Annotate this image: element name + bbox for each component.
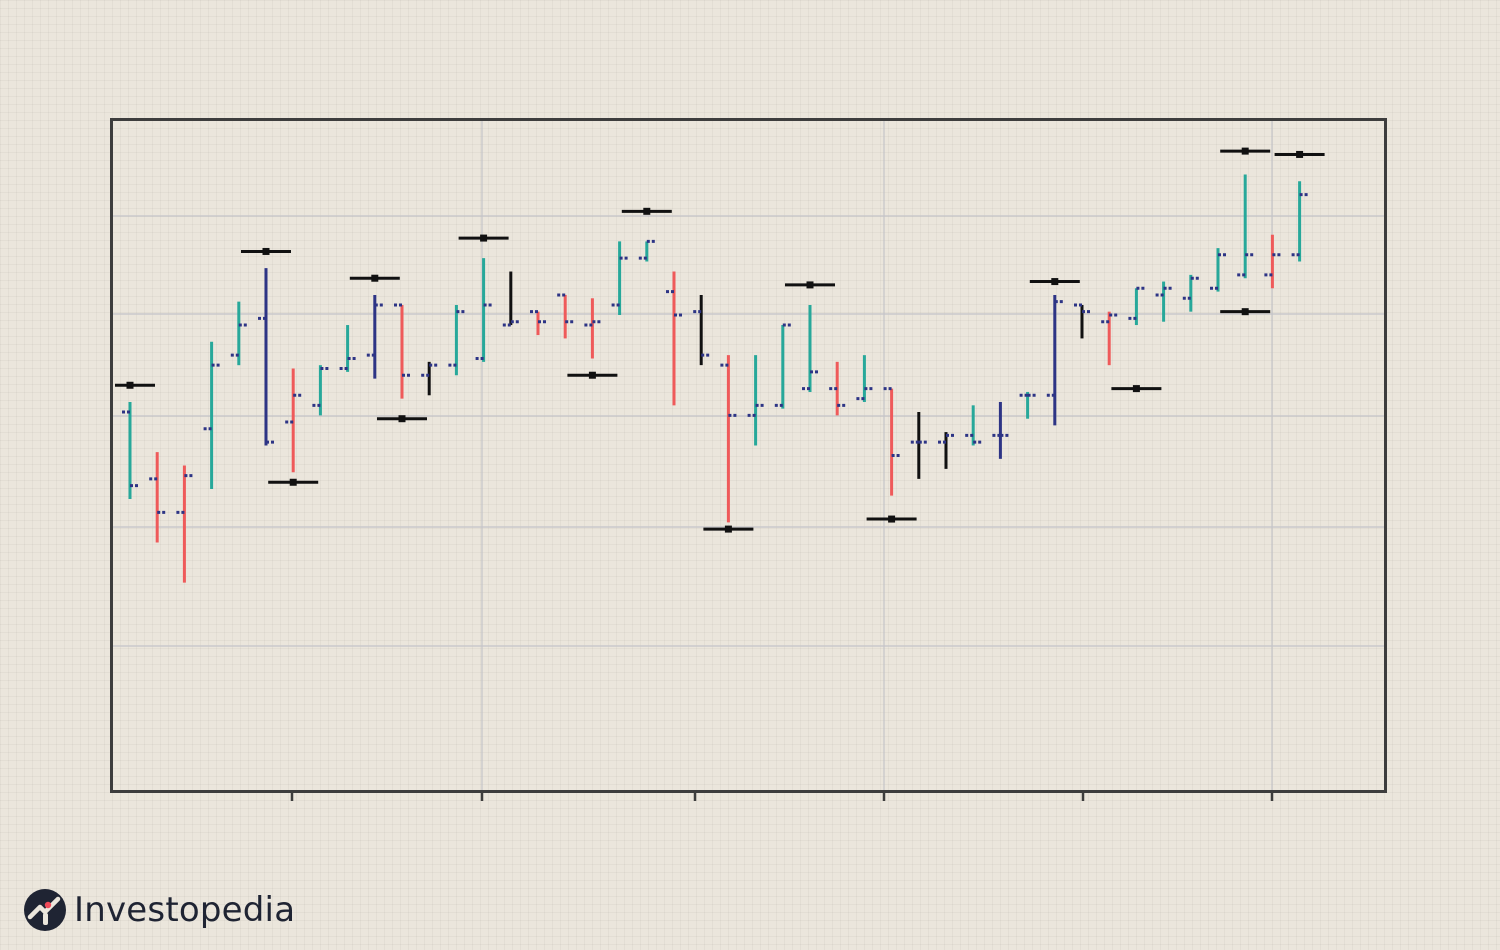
plot-frame bbox=[110, 118, 1387, 793]
ohlc-bar bbox=[1101, 311, 1118, 366]
ohlc-bar bbox=[176, 465, 193, 583]
ohlc-bar bbox=[611, 241, 628, 316]
ohlc-bar bbox=[502, 271, 519, 327]
swing-point bbox=[806, 281, 814, 289]
swing-point bbox=[480, 234, 488, 242]
ohlc-bar bbox=[666, 271, 682, 406]
swing-point bbox=[888, 515, 896, 523]
swing-marker bbox=[268, 478, 319, 486]
ohlc-bar bbox=[1128, 286, 1145, 326]
ohlc-bar bbox=[938, 432, 954, 469]
ohlc-bar bbox=[1074, 303, 1090, 339]
ohlc-bar bbox=[992, 401, 1009, 459]
swing-marker bbox=[1220, 308, 1271, 316]
swing-point bbox=[398, 415, 406, 423]
ohlc-bar bbox=[883, 387, 900, 496]
swing-point bbox=[724, 525, 732, 533]
brand-logo: Investopedia bbox=[22, 884, 295, 936]
ohlc-bar bbox=[258, 268, 274, 446]
ohlc-bar bbox=[1019, 391, 1036, 419]
ohlc-bar bbox=[856, 355, 873, 402]
ohlc-bar bbox=[693, 294, 710, 366]
ohlc-bar bbox=[1210, 248, 1226, 292]
swing-point bbox=[126, 381, 134, 389]
investopedia-logo-icon bbox=[24, 889, 66, 931]
ohlc-bar bbox=[720, 355, 737, 523]
swing-marker bbox=[1220, 147, 1271, 155]
ohlc-bar bbox=[1182, 274, 1199, 312]
ohlc-bar bbox=[339, 325, 356, 372]
ohlc-bar bbox=[530, 310, 546, 336]
ohlc-bar bbox=[122, 401, 138, 499]
ohlc-bar bbox=[1046, 294, 1063, 426]
gridlines bbox=[113, 121, 1384, 790]
swing-point bbox=[643, 207, 651, 215]
swing-marker bbox=[703, 525, 754, 533]
swing-markers bbox=[115, 147, 1325, 533]
swing-marker bbox=[567, 371, 618, 379]
ohlc-bar bbox=[421, 361, 438, 396]
swing-point bbox=[262, 247, 270, 255]
ohlc-bar bbox=[285, 368, 302, 473]
ohlc-bar bbox=[1155, 281, 1172, 322]
ohlc-bar bbox=[829, 361, 846, 416]
swing-point bbox=[1241, 308, 1249, 316]
ohlc-bar bbox=[312, 365, 329, 416]
ohlc-bar bbox=[584, 298, 601, 359]
ohlc-bar bbox=[1237, 174, 1254, 279]
swing-marker bbox=[349, 274, 400, 282]
swing-marker bbox=[1029, 278, 1080, 286]
swing-point bbox=[289, 478, 297, 486]
swing-marker bbox=[458, 234, 509, 242]
ohlc-bars bbox=[122, 174, 1308, 583]
x-axis-ticks bbox=[290, 791, 1274, 801]
ohlc-bar bbox=[965, 405, 982, 446]
ohlc-bar bbox=[394, 303, 410, 399]
ohlc-bar bbox=[638, 239, 655, 262]
swing-marker bbox=[785, 281, 835, 289]
swing-marker bbox=[115, 381, 155, 389]
ohlc-bar bbox=[802, 304, 818, 392]
ohlc-bar bbox=[366, 294, 383, 379]
ohlc-bar bbox=[1291, 181, 1308, 262]
ohlc-bar bbox=[557, 293, 574, 339]
swing-marker bbox=[621, 207, 672, 215]
ohlc-bar bbox=[475, 258, 492, 362]
ohlc-bar bbox=[774, 323, 791, 409]
swing-point bbox=[1296, 150, 1304, 158]
ohlc-bar bbox=[149, 452, 166, 543]
ohlc-bar bbox=[203, 341, 220, 489]
ohlc-bar bbox=[230, 301, 247, 366]
swing-point bbox=[1241, 147, 1249, 155]
swing-marker bbox=[1111, 385, 1162, 393]
swing-marker bbox=[377, 415, 427, 423]
ohlc-bar bbox=[1264, 234, 1281, 289]
swing-point bbox=[1132, 385, 1140, 393]
swing-point bbox=[588, 371, 596, 379]
swing-point bbox=[1051, 278, 1059, 286]
swing-marker bbox=[866, 515, 917, 523]
ohlc-bar bbox=[910, 412, 927, 479]
swing-point bbox=[371, 274, 379, 282]
ohlc-bar bbox=[448, 304, 465, 376]
brand-name: Investopedia bbox=[74, 890, 296, 930]
swing-marker bbox=[241, 247, 291, 255]
swing-marker bbox=[1274, 150, 1325, 158]
ohlc-bar bbox=[747, 355, 764, 446]
